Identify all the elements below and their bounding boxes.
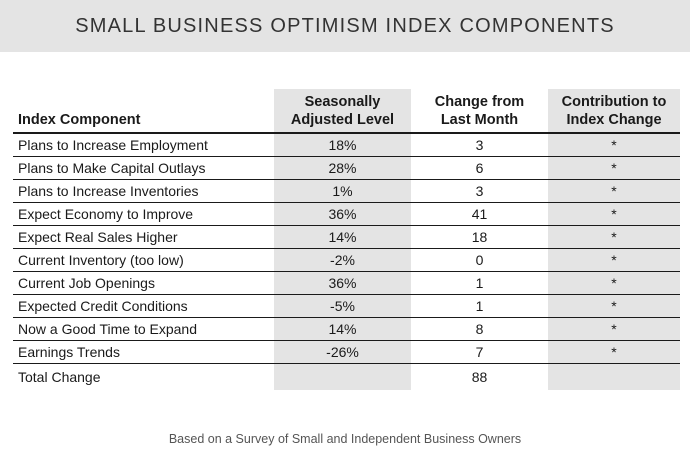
cell-change: 1 (411, 271, 548, 295)
cell-contribution: * (548, 179, 680, 203)
cell-change: 3 (411, 133, 548, 157)
header-change-from-last-month: Change from Last Month (411, 89, 548, 134)
header-component-label: Index Component (18, 112, 141, 128)
header-change-line1: Change from (434, 94, 525, 110)
header-contribution: Contribution to Index Change (548, 89, 680, 134)
cell-change: 18 (411, 225, 548, 249)
table-row: Current Job Openings 36% 1 * (13, 271, 680, 295)
page-title: SMALL BUSINESS OPTIMISM INDEX COMPONENTS (75, 14, 615, 37)
header-contribution-line2: Index Change (566, 112, 662, 128)
total-label: Total Change (18, 369, 101, 385)
cell-level: 14% (274, 317, 411, 341)
cell-level: 14% (274, 225, 411, 249)
cell-contribution: * (548, 340, 680, 364)
components-table: Index Component Seasonally Adjusted Leve… (13, 89, 680, 390)
table-row: Expected Credit Conditions -5% 1 * (13, 294, 680, 318)
cell-level: 28% (274, 156, 411, 180)
header-level-line1: Seasonally (304, 94, 381, 110)
cell-change: 8 (411, 317, 548, 341)
cell-contribution: * (548, 225, 680, 249)
cell-change: 6 (411, 156, 548, 180)
cell-change: 41 (411, 202, 548, 226)
cell-contribution: * (548, 271, 680, 295)
cell-component: Earnings Trends (13, 340, 274, 364)
cell-level: -2% (274, 248, 411, 272)
cell-component: Expected Credit Conditions (13, 294, 274, 318)
table-container: Index Component Seasonally Adjusted Leve… (13, 89, 680, 390)
cell-component: Now a Good Time to Expand (13, 317, 274, 341)
header-contribution-line1: Contribution to (561, 94, 667, 110)
cell-level: 36% (274, 271, 411, 295)
table-header-row: Index Component Seasonally Adjusted Leve… (13, 89, 680, 134)
cell-level: 18% (274, 133, 411, 157)
cell-change: 0 (411, 248, 548, 272)
title-bar: SMALL BUSINESS OPTIMISM INDEX COMPONENTS (0, 0, 690, 52)
header-level-line2: Adjusted Level (290, 112, 395, 128)
cell-level: -26% (274, 340, 411, 364)
header-seasonally-adjusted-level: Seasonally Adjusted Level (274, 89, 411, 134)
cell-change: 1 (411, 294, 548, 318)
footnote: Based on a Survey of Small and Independe… (168, 432, 522, 446)
table-row: Plans to Increase Employment 18% 3 * (13, 133, 680, 157)
total-contribution-empty (548, 363, 680, 390)
cell-level: 1% (274, 179, 411, 203)
total-level-empty (274, 363, 411, 390)
table-row: Plans to Increase Inventories 1% 3 * (13, 179, 680, 203)
cell-component: Plans to Make Capital Outlays (13, 156, 274, 180)
cell-contribution: * (548, 133, 680, 157)
cell-contribution: * (548, 156, 680, 180)
total-change: 88 (471, 369, 488, 385)
total-row: Total Change 88 (13, 363, 680, 390)
table-body: Plans to Increase Employment 18% 3 * Plans t… (13, 133, 680, 390)
cell-change: 3 (411, 179, 548, 203)
table-row: Expect Economy to Improve 36% 41 * (13, 202, 680, 226)
table-row: Expect Real Sales Higher 14% 18 * (13, 225, 680, 249)
header-index-component: Index Component (13, 89, 274, 134)
cell-component: Plans to Increase Employment (13, 133, 274, 157)
cell-level: 36% (274, 202, 411, 226)
table-row: Earnings Trends -26% 7 * (13, 340, 680, 364)
cell-component: Expect Real Sales Higher (13, 225, 274, 249)
cell-change: 7 (411, 340, 548, 364)
cell-contribution: * (548, 248, 680, 272)
cell-component: Current Inventory (too low) (13, 248, 274, 272)
cell-component: Expect Economy to Improve (13, 202, 274, 226)
cell-contribution: * (548, 202, 680, 226)
table-row: Plans to Make Capital Outlays 28% 6 * (13, 156, 680, 180)
header-change-line2: Last Month (440, 112, 519, 128)
cell-component: Current Job Openings (13, 271, 274, 295)
cell-contribution: * (548, 317, 680, 341)
table-row: Now a Good Time to Expand 14% 8 * (13, 317, 680, 341)
table-row: Current Inventory (too low) -2% 0 * (13, 248, 680, 272)
cell-component: Plans to Increase Inventories (13, 179, 274, 203)
cell-level: -5% (274, 294, 411, 318)
cell-contribution: * (548, 294, 680, 318)
